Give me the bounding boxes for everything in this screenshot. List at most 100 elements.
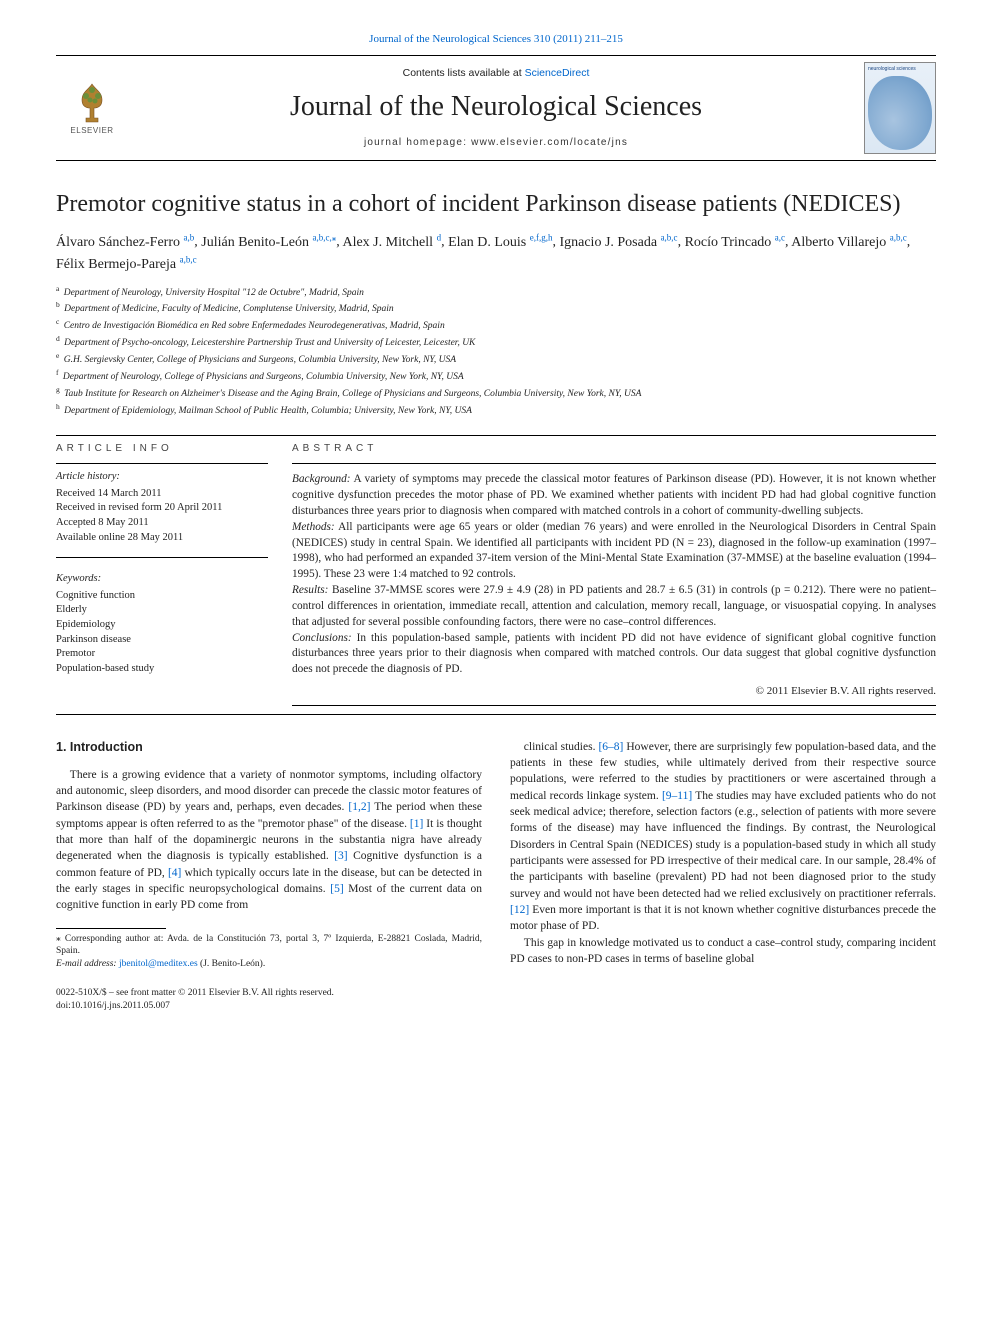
author: Álvaro Sánchez-Ferro a,b [56,235,194,250]
affiliation: h Department of Epidemiology, Mailman Sc… [56,402,936,419]
keywords-label: Keywords: [56,572,268,586]
abstract-segment: Methods: All participants were age 65 ye… [292,520,936,583]
divider-rule [56,714,936,715]
author: Alberto Villarejo a,b,c [791,235,906,250]
author: Ignacio J. Posada a,b,c [559,235,677,250]
affiliation-list: a Department of Neurology, University Ho… [56,284,936,419]
author-affiliation-sup[interactable]: a,b,c [180,254,197,264]
running-head-journal: Journal of the Neurological Sciences [369,33,531,45]
author-affiliation-sup[interactable]: a,b [184,232,195,242]
journal-cover-thumbnail: neurological sciences [864,62,936,154]
citation-ref[interactable]: [12] [510,904,529,916]
divider-rule [56,557,268,558]
affiliation: c Centro de Investigación Biomédica en R… [56,317,936,334]
cover-image-icon [868,76,932,150]
running-head-link[interactable]: Journal of the Neurological Sciences 310… [369,33,623,45]
journal-homepage: journal homepage: www.elsevier.com/locat… [128,136,864,150]
abstract-segment: Background: A variety of symptoms may pr… [292,472,936,519]
affiliation-key: f [56,368,59,377]
sciencedirect-link[interactable]: ScienceDirect [525,67,590,79]
citation-ref[interactable]: [1,2] [348,801,370,813]
citation-ref[interactable]: [9–11] [662,790,692,802]
abstract-copyright: © 2011 Elsevier B.V. All rights reserved… [292,684,936,699]
abstract-segment: Conclusions: In this population-based sa… [292,631,936,678]
body-paragraph: There is a growing evidence that a varie… [56,767,482,914]
body-column-right: clinical studies. [6–8] However, there a… [510,739,936,971]
affiliation: d Department of Psycho-oncology, Leicest… [56,334,936,351]
history-item: Accepted 8 May 2011 [56,516,268,531]
history-item: Available online 28 May 2011 [56,531,268,546]
author-affiliation-sup[interactable]: a,b,c [661,232,678,242]
divider-rule [292,705,936,706]
body-paragraph: This gap in knowledge motivated us to co… [510,935,936,968]
abstract-segment: Results: Baseline 37-MMSE scores were 27… [292,583,936,630]
corr-email-link[interactable]: jbenitol@meditex.es [119,959,198,969]
citation-ref[interactable]: [4] [168,867,181,879]
body-column-left: 1. Introduction There is a growing evide… [56,739,482,971]
abstract-segment-label: Methods: [292,521,335,533]
affiliation-key: b [56,300,60,309]
keyword-item: Population-based study [56,662,268,677]
keyword-item: Cognitive function [56,589,268,604]
affiliation-key: d [56,334,60,343]
contents-available-line: Contents lists available at ScienceDirec… [128,66,864,80]
affiliation-key: h [56,402,60,411]
history-label: Article history: [56,470,268,484]
citation-ref[interactable]: [5] [330,883,343,895]
contents-prefix: Contents lists available at [403,67,525,79]
author-list: Álvaro Sánchez-Ferro a,b, Julián Benito-… [56,231,936,276]
history-item: Received in revised form 20 April 2011 [56,501,268,516]
abstract-segment-label: Conclusions: [292,632,352,644]
footnote-rule [56,928,166,929]
divider-rule [56,435,936,436]
author-affiliation-sup[interactable]: a,c [775,232,785,242]
abstract-heading: ABSTRACT [292,442,936,456]
author: Alex J. Mitchell d [342,235,441,250]
affiliation: f Department of Neurology, College of Ph… [56,368,936,385]
keyword-item: Parkinson disease [56,633,268,648]
author-affiliation-sup[interactable]: e,f,g,h [530,232,553,242]
history-list: Received 14 March 2011Received in revise… [56,487,268,546]
history-item: Received 14 March 2011 [56,487,268,502]
author-affiliation-sup[interactable]: d [437,232,442,242]
abstract-segment-label: Results: [292,584,328,596]
article-title: Premotor cognitive status in a cohort of… [56,189,936,219]
affiliation-key: a [56,284,59,293]
author-affiliation-sup[interactable]: a,b,c,⁎ [312,232,336,242]
footer-doi: doi:10.1016/j.jns.2011.05.007 [56,1000,936,1013]
page-footer: 0022-510X/$ – see front matter © 2011 El… [56,987,936,1013]
running-head: Journal of the Neurological Sciences 310… [56,32,936,47]
body-paragraph: clinical studies. [6–8] However, there a… [510,739,936,935]
author: Félix Bermejo-Pareja a,b,c [56,257,197,272]
keyword-item: Premotor [56,647,268,662]
keyword-item: Epidemiology [56,618,268,633]
affiliation: g Taub Institute for Research on Alzheim… [56,385,936,402]
divider-rule [56,463,268,464]
citation-ref[interactable]: [6–8] [598,741,623,753]
affiliation: b Department of Medicine, Faculty of Med… [56,300,936,317]
affiliation-key: e [56,351,59,360]
corr-star-icon: ⁎ Corresponding author at: [56,934,167,944]
citation-ref[interactable]: [3] [334,850,347,862]
affiliation: e G.H. Sergievsky Center, College of Phy… [56,351,936,368]
info-abstract-row: ARTICLE INFO Article history: Received 1… [56,442,936,706]
email-footnote: E-mail address: jbenitol@meditex.es (J. … [56,958,482,971]
footer-line-1: 0022-510X/$ – see front matter © 2011 El… [56,987,936,1000]
cover-text: neurological sciences [868,66,932,73]
affiliation: a Department of Neurology, University Ho… [56,284,936,301]
abstract-segment-label: Background: [292,473,351,485]
elsevier-tree-icon [68,78,116,126]
elsevier-label: ELSEVIER [70,126,113,137]
email-who: (J. Benito-León). [198,959,266,969]
author: Elan D. Louis e,f,g,h [448,235,552,250]
running-head-citation: 310 (2011) 211–215 [534,33,623,45]
abstract-column: ABSTRACT Background: A variety of sympto… [292,442,936,706]
keywords-list: Cognitive functionElderlyEpidemiologyPar… [56,589,268,677]
masthead-center: Contents lists available at ScienceDirec… [128,66,864,149]
elsevier-logo: ELSEVIER [56,78,128,137]
author: Rocío Trincado a,c [685,235,785,250]
keyword-item: Elderly [56,603,268,618]
citation-ref[interactable]: [1] [410,818,423,830]
corresponding-author-footnote: ⁎ Corresponding author at: Avda. de la C… [56,933,482,959]
author-affiliation-sup[interactable]: a,b,c [890,232,907,242]
